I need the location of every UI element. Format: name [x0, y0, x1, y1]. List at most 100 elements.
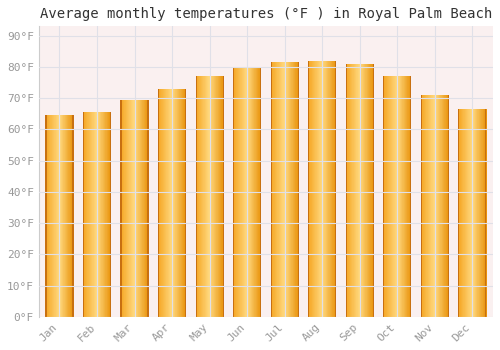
Bar [88, 112, 89, 317]
Bar [251, 67, 252, 317]
Bar [394, 76, 395, 317]
Bar [385, 76, 386, 317]
Bar [354, 64, 356, 317]
Bar [424, 95, 425, 317]
Bar [448, 95, 449, 317]
Bar [444, 95, 445, 317]
Bar [166, 89, 167, 317]
Bar [408, 76, 409, 317]
Bar [185, 89, 186, 317]
Bar [397, 76, 398, 317]
Bar [330, 61, 332, 317]
Bar [430, 95, 431, 317]
Bar [250, 67, 251, 317]
Bar [368, 64, 369, 317]
Bar [220, 76, 221, 317]
Bar [108, 112, 109, 317]
Bar [94, 112, 95, 317]
Bar [259, 67, 260, 317]
Bar [146, 100, 147, 317]
Bar [70, 115, 72, 317]
Bar [217, 76, 218, 317]
Bar [103, 112, 104, 317]
Bar [110, 112, 111, 317]
Bar [130, 100, 131, 317]
Bar [470, 109, 472, 317]
Bar [282, 62, 283, 317]
Bar [102, 112, 104, 317]
Bar [205, 76, 206, 317]
Bar [270, 62, 272, 317]
Bar [221, 76, 222, 317]
Bar [237, 67, 238, 317]
Bar [176, 89, 177, 317]
Bar [222, 76, 224, 317]
Bar [172, 89, 174, 317]
Bar [354, 64, 355, 317]
Bar [321, 61, 322, 317]
Bar [243, 67, 244, 317]
Bar [395, 76, 396, 317]
Bar [322, 61, 323, 317]
Bar [72, 115, 74, 317]
Bar [484, 109, 485, 317]
Bar [311, 61, 312, 317]
Bar [179, 89, 180, 317]
Bar [383, 76, 384, 317]
Bar [402, 76, 403, 317]
Bar [277, 62, 278, 317]
Bar [120, 100, 121, 317]
Bar [238, 67, 240, 317]
Bar [144, 100, 146, 317]
Bar [85, 112, 86, 317]
Bar [310, 61, 311, 317]
Bar [204, 76, 205, 317]
Bar [120, 100, 122, 317]
Bar [122, 100, 124, 317]
Bar [196, 76, 198, 317]
Bar [201, 76, 202, 317]
Bar [366, 64, 367, 317]
Bar [124, 100, 125, 317]
Bar [97, 112, 98, 317]
Bar [245, 67, 246, 317]
Bar [398, 76, 399, 317]
Bar [209, 76, 210, 317]
Bar [136, 100, 137, 317]
Bar [50, 115, 51, 317]
Bar [69, 115, 70, 317]
Bar [294, 62, 295, 317]
Bar [392, 76, 393, 317]
Bar [482, 109, 483, 317]
Bar [96, 112, 97, 317]
Bar [423, 95, 424, 317]
Bar [161, 89, 162, 317]
Bar [105, 112, 106, 317]
Bar [352, 64, 353, 317]
Bar [184, 89, 185, 317]
Bar [370, 64, 371, 317]
Bar [84, 112, 85, 317]
Bar [387, 76, 388, 317]
Bar [199, 76, 200, 317]
Bar [244, 67, 245, 317]
Bar [128, 100, 129, 317]
Bar [439, 95, 440, 317]
Bar [333, 61, 334, 317]
Bar [367, 64, 368, 317]
Bar [208, 76, 209, 317]
Bar [180, 89, 181, 317]
Bar [467, 109, 468, 317]
Bar [298, 62, 299, 317]
Bar [275, 62, 276, 317]
Bar [241, 67, 242, 317]
Bar [422, 95, 423, 317]
Bar [57, 115, 58, 317]
Bar [470, 109, 471, 317]
Bar [219, 76, 220, 317]
Bar [351, 64, 352, 317]
Bar [273, 62, 274, 317]
Bar [361, 64, 362, 317]
Bar [328, 61, 329, 317]
Bar [66, 115, 67, 317]
